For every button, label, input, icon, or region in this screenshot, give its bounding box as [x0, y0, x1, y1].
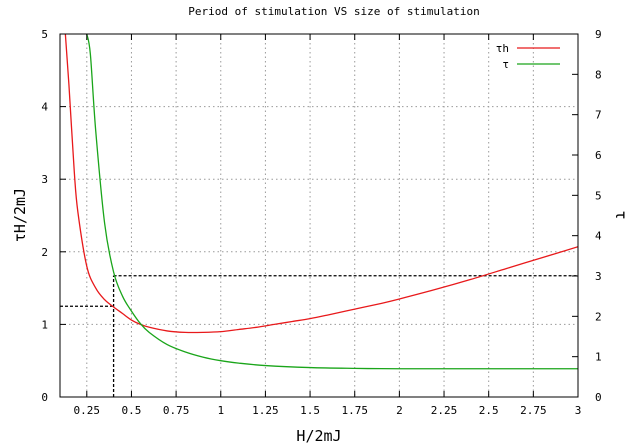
x-tick-label: 1.5 — [300, 404, 320, 417]
x-tick-label: 2.75 — [520, 404, 547, 417]
x-tick-label: 0.5 — [122, 404, 142, 417]
x-tick-label: 0.75 — [163, 404, 190, 417]
legend-label-1: τh — [496, 42, 509, 55]
x-axis-label: H/2mJ — [296, 427, 341, 445]
y-tick-label: 1 — [41, 318, 48, 331]
y-tick-label: 2 — [41, 246, 48, 259]
axis-ticks: 0.25 0.5 0.75 1 1.25 1.5 1.75 2 2.25 2.5 2.75 30123… — [41, 28, 602, 417]
series-lines — [64, 34, 578, 370]
y-tick-label: 4 — [41, 101, 48, 114]
y-tick-label: 5 — [41, 28, 48, 41]
y2-tick-label: 3 — [595, 270, 602, 283]
legend: τh τ — [496, 42, 560, 71]
x-tick-label: 0.25 — [74, 404, 101, 417]
y2-tick-label: 8 — [595, 68, 602, 81]
x-tick-label: 2.5 — [479, 404, 499, 417]
x-tick-label: 1.25 — [252, 404, 279, 417]
series-line-2 — [86, 34, 578, 370]
y-axis-label: τH/2mJ — [11, 188, 29, 242]
plot-frame — [59, 33, 579, 398]
x-tick-label: 1 — [217, 404, 224, 417]
y2-axis-label: τ — [612, 210, 629, 219]
y-tick-label: 0 — [41, 391, 48, 404]
y2-tick-label: 2 — [595, 310, 602, 323]
x-tick-label: 2.25 — [431, 404, 458, 417]
chart-title: Period of stimulation VS size of stimula… — [188, 5, 479, 18]
y2-tick-label: 1 — [595, 351, 602, 364]
grid — [60, 34, 578, 397]
y2-tick-label: 4 — [595, 230, 602, 243]
series-line-1 — [64, 34, 578, 334]
y2-tick-label: 6 — [595, 149, 602, 162]
x-tick-label: 2 — [396, 404, 403, 417]
x-tick-label: 1.75 — [341, 404, 368, 417]
y2-tick-label: 5 — [595, 189, 602, 202]
y-tick-label: 3 — [41, 173, 48, 186]
y2-tick-label: 7 — [595, 109, 602, 122]
y2-tick-label: 9 — [595, 28, 602, 41]
x-tick-label: 3 — [575, 404, 582, 417]
y2-tick-label: 0 — [595, 391, 602, 404]
guide-lines — [60, 275, 578, 397]
legend-label-2: τ — [502, 58, 509, 71]
